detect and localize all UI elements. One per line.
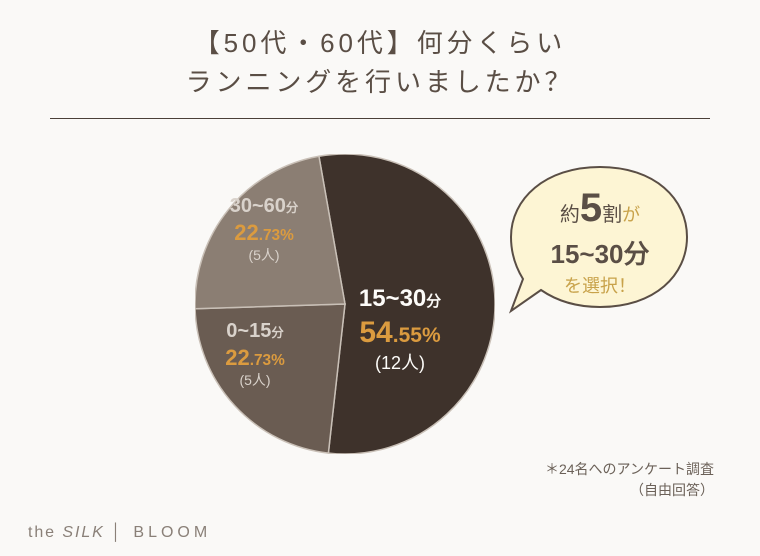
callout-line3: を選択！ (505, 274, 695, 298)
brand-footer: the SILK │ BLOOM (28, 524, 211, 542)
chart-title: 【50代・60代】何分くらい ランニングを行いましたか？ (0, 0, 760, 118)
callout-big: 5 (580, 186, 602, 230)
callout-pre: 約 (560, 204, 580, 226)
callout-text: 約5割が 15~30分 を選択！ (505, 181, 695, 298)
title-line-2: ランニングを行いましたか？ (186, 67, 575, 97)
callout: 約5割が 15~30分 を選択！ (505, 159, 695, 319)
callout-line1: 約5割が (505, 181, 695, 235)
brand-bloom: BLOOM (133, 524, 211, 541)
slice-label-15-30: 15~30分54.55%(12人) (330, 284, 470, 374)
footnote: ＊24名へのアンケート調査 （自由回答） (545, 459, 714, 501)
brand-sep: │ (105, 524, 130, 541)
slice-label-30-60: 30~60分22.73%(5人) (194, 194, 334, 264)
chart-area: 15~30分54.55%(12人)0~15分22.73%(5人) 30~60分22… (0, 119, 760, 499)
callout-post: 割 (602, 204, 622, 226)
callout-line2-text: 15~30分 (550, 239, 649, 269)
callout-ga: が (622, 205, 640, 225)
brand-the: the (28, 524, 56, 541)
footnote-line1: ＊24名へのアンケート調査 (545, 461, 714, 477)
callout-line2: 15~30分 (550, 237, 649, 272)
brand-silk: SILK (56, 524, 105, 541)
title-line-1: 【50代・60代】何分くらい (194, 28, 566, 58)
footnote-line2: （自由回答） (630, 482, 714, 498)
slice-label-0-15: 0~15分22.73%(5人) (185, 319, 325, 389)
callout-line2-wrap: 15~30分 (505, 235, 695, 272)
